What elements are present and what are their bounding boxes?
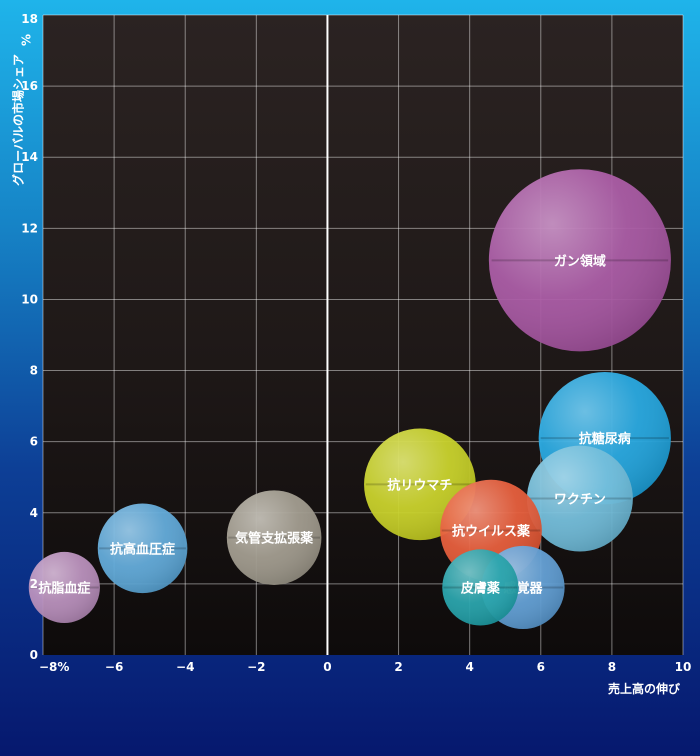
x-tick-label: −4 [176,660,194,674]
y-tick-label: 2 [30,577,38,591]
x-tick-label: 10 [675,660,692,674]
bubble-label: 抗ウイルス薬 [452,524,531,540]
y-tick-label: 16 [21,79,38,93]
y-tick-label: 12 [21,221,38,235]
y-tick-label: 6 [30,435,38,449]
bubble-shine [226,490,322,585]
bubble-label: 抗糖尿病 [579,431,631,447]
bubble-label: 抗リウマチ [387,477,452,493]
tick-layer: −8% −6 −4 −2 0 2 4 6 8 10 0 2 4 6 8 10 12 14 16 18 [21,12,691,674]
bubble-label: 抗高血圧症 [110,541,175,557]
y-axis-unit: % [20,34,34,46]
x-tick-label: 4 [465,660,473,674]
bubble-shine [526,445,633,552]
x-tick-label: −8% [39,660,69,674]
y-tick-label: 10 [21,292,38,306]
bubble-label: 抗脂血症 [38,580,90,596]
y-axis-title: グローバルの市場シェア [11,54,26,186]
bubble-layer: 抗脂血症抗高血圧症気管支拡張薬ガン領域抗糖尿病抗リウマチワクチン抗ウイルス薬感覚… [28,169,671,630]
x-tick-label: 8 [608,660,616,674]
bubble-label: ガン領域 [554,253,606,269]
bubble-label: 気管支拡張薬 [235,531,314,547]
y-tick-label: 4 [30,506,38,520]
x-tick-label: 0 [323,660,331,674]
bubble-label: 皮膚薬 [460,580,501,596]
bubble-shine [28,551,100,623]
bubble: 気管支拡張薬 [226,490,322,585]
bubble-shine [97,503,188,594]
bubble-shine [488,169,671,352]
y-tick-label: 14 [21,150,38,164]
bubble: ガン領域 [488,169,671,352]
bubble: ワクチン [526,445,633,552]
y-tick-label: 0 [30,648,38,662]
y-tick-label: 8 [30,364,38,378]
bubble: 皮膚薬 [442,549,519,626]
x-axis-title: 売上高の伸び [608,681,681,696]
y-tick-label: 18 [21,12,38,26]
x-tick-label: −6 [105,660,123,674]
x-tick-label: 2 [394,660,402,674]
x-tick-label: −2 [247,660,265,674]
x-tick-label: 6 [537,660,545,674]
grid-layer [42,14,684,655]
bubble: 抗脂血症 [28,551,100,623]
bubble-label: ワクチン [554,493,606,508]
bubble-shine [442,549,519,626]
bubble: 抗高血圧症 [97,503,188,594]
